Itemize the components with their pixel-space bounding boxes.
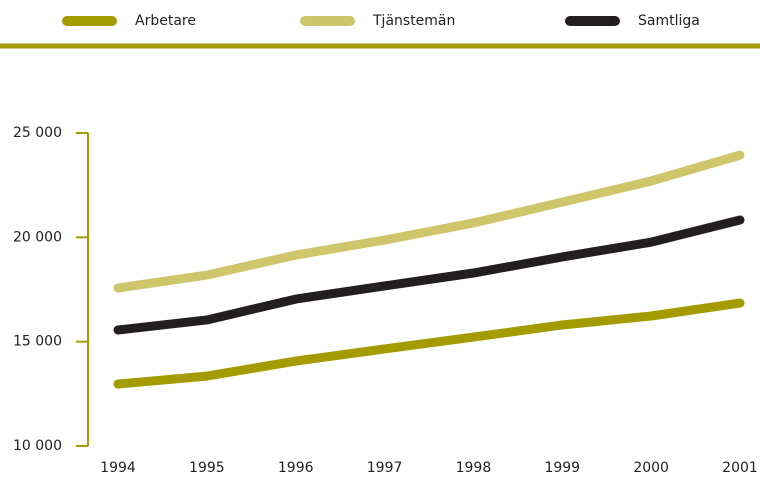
x-tick-label: 1995 [189,460,225,476]
series-line [113,215,745,335]
y-tick-label: 20 000 [13,229,62,245]
y-tick-label: 15 000 [13,334,62,350]
x-tick-label: 2000 [633,460,669,476]
legend-label: Arbetare [135,13,196,29]
series-line [113,298,745,389]
x-tick-label: 1999 [544,460,580,476]
x-tick-label: 1996 [278,460,314,476]
y-tick-label: 25 000 [13,125,62,141]
y-tick-label: 10 000 [13,438,62,454]
x-tick-label: 1998 [456,460,492,476]
series-line [113,150,745,293]
x-tick-label: 1997 [367,460,403,476]
legend-label: Tjänstemän [372,13,455,29]
x-tick-label: 2001 [722,460,758,476]
x-tick-label: 1994 [100,460,136,476]
legend-label: Samtliga [638,13,700,29]
